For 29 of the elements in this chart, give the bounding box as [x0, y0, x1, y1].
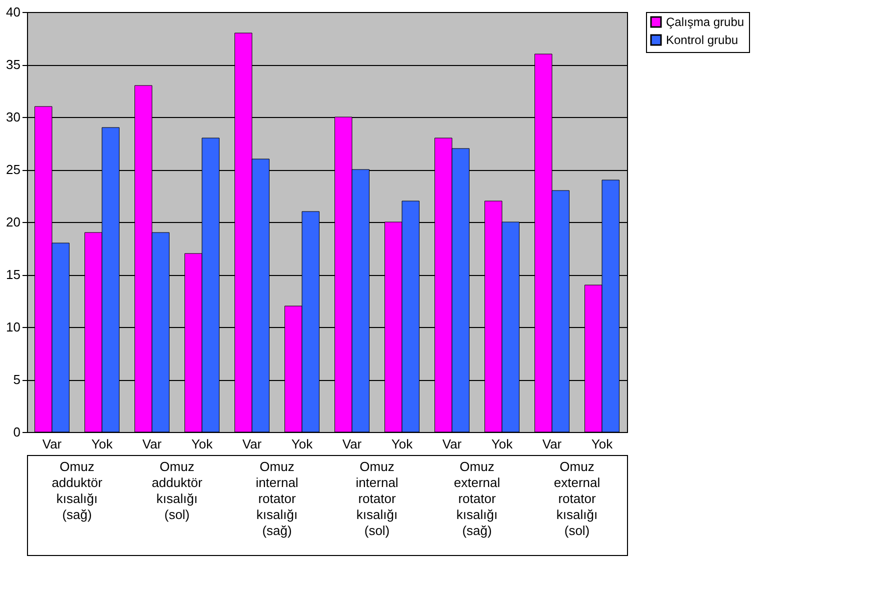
x-tick-label: Yok — [291, 436, 314, 452]
legend-label: Çalışma grubu — [666, 15, 744, 29]
text: Omuz external rotator kısalığı (sağ) — [454, 459, 500, 538]
x-tick-label: Var — [42, 436, 62, 452]
text: Omuz internal rotator kısalığı (sol) — [356, 459, 398, 538]
y-tick-label: 40 — [6, 4, 20, 20]
y-tick-label: 20 — [6, 214, 20, 230]
y-tick-label: 25 — [6, 162, 20, 177]
y-tick-label: 15 — [6, 267, 20, 282]
x-tick-label: Yok — [391, 436, 414, 452]
x-tick-label: Var — [242, 436, 262, 452]
legend-label: Kontrol grubu — [666, 33, 738, 47]
x-tick-label: Yok — [191, 436, 214, 452]
x-tick-label: Var — [142, 436, 162, 452]
x-tick-label: Yok — [591, 436, 614, 452]
text: Omuz external rotator kısalığı (sol) — [554, 459, 600, 538]
y-tick-label: 30 — [6, 110, 20, 124]
x-tick-label: Yok — [491, 436, 514, 452]
text: Omuz adduktör kısalığı (sol) — [152, 459, 203, 522]
y-tick-label: 10 — [6, 320, 20, 334]
text: Omuz internal rotator kısalığı (sağ) — [256, 459, 298, 538]
y-tick-label: 35 — [6, 57, 20, 72]
x-tick-label: Yok — [91, 436, 114, 452]
x-tick-label: Var — [542, 436, 562, 452]
y-tick-label: 5 — [13, 372, 20, 387]
x-tick-label: Var — [342, 436, 362, 452]
x-tick-label: Var — [442, 436, 462, 452]
y-tick-label: 0 — [13, 424, 20, 440]
text: Omuz adduktör kısalığı (sağ) — [52, 459, 103, 522]
